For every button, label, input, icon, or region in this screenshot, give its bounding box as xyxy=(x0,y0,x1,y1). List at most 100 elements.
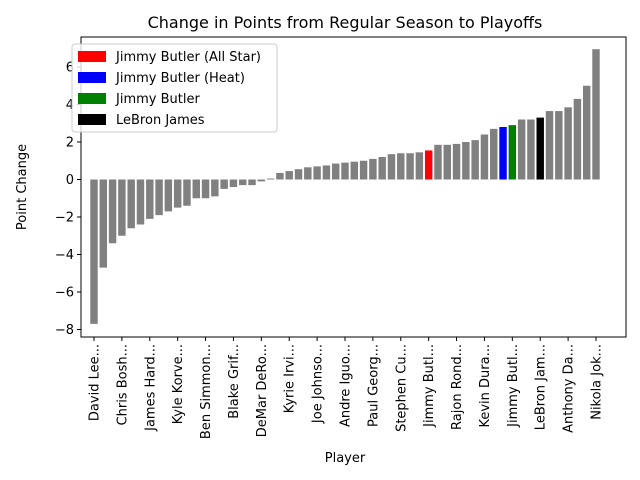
bar-51 xyxy=(564,107,572,180)
legend-label: Jimmy Butler (Heat) xyxy=(115,71,245,86)
bar-0 xyxy=(90,179,98,324)
x-tick-label: Stephen Cu... xyxy=(394,344,409,432)
bar-31 xyxy=(378,157,386,180)
legend-label: Jimmy Butler (All Star) xyxy=(115,50,261,65)
bar-25 xyxy=(322,165,331,180)
x-tick-label: Nikola Jok... xyxy=(590,344,605,420)
y-tick-label: 6 xyxy=(66,61,74,76)
bar-1 xyxy=(99,179,108,268)
bar-10 xyxy=(183,179,191,206)
bar-45 xyxy=(508,125,517,180)
x-tick-label: Anthony Da... xyxy=(562,344,577,433)
bar-9 xyxy=(173,179,182,208)
x-tick-label: Ben Simmon... xyxy=(199,344,214,439)
bar-6 xyxy=(146,179,154,219)
bar-32 xyxy=(387,154,396,180)
bar-2 xyxy=(108,179,117,244)
legend-label: LeBron James xyxy=(116,113,205,128)
x-tick-label: Blake Grif... xyxy=(227,344,242,419)
x-axis-label: Player xyxy=(325,451,366,466)
bar-34 xyxy=(406,153,414,180)
bar-35 xyxy=(415,152,424,180)
legend: Jimmy Butler (All Star) Jimmy Butler (Hea… xyxy=(71,43,278,133)
bar-15 xyxy=(229,179,238,187)
legend-swatch xyxy=(78,51,106,62)
bar-7 xyxy=(155,179,163,216)
bars-group xyxy=(90,49,600,324)
x-tick-label: Rajon Rond... xyxy=(450,344,465,430)
y-axis-label: Point Change xyxy=(15,144,30,230)
bar-28 xyxy=(350,161,359,180)
bar-4 xyxy=(127,179,135,229)
bar-13 xyxy=(211,179,219,197)
x-tick-label: Kyrie Irvi... xyxy=(283,344,298,413)
x-tick-label: Kyle Korve... xyxy=(171,344,186,424)
bar-27 xyxy=(341,162,349,180)
bar-48 xyxy=(536,117,544,180)
bar-41 xyxy=(471,140,479,180)
x-tick-label: James Hard... xyxy=(143,344,158,432)
y-tick-label: −6 xyxy=(55,286,74,301)
bar-50 xyxy=(555,111,563,180)
legend-swatch xyxy=(78,114,106,125)
legend-swatch xyxy=(78,93,106,104)
y-tick-label: −8 xyxy=(55,323,74,338)
bar-40 xyxy=(462,142,470,180)
y-tick-label: 2 xyxy=(66,136,74,151)
x-tick-label: Joe Johnso... xyxy=(311,344,326,424)
bar-21 xyxy=(285,171,293,180)
legend-swatch xyxy=(78,72,106,83)
x-axis: David Lee... Chris Bosh... James Hard... Ky… xyxy=(88,337,605,439)
bar-36 xyxy=(424,150,433,180)
bar-12 xyxy=(201,179,210,199)
bar-24 xyxy=(313,166,321,180)
bar-46 xyxy=(517,119,526,180)
bar-8 xyxy=(164,179,173,212)
x-tick-label: Andre Iguo... xyxy=(339,344,354,427)
x-tick-label: Kevin Dura... xyxy=(478,344,493,428)
y-tick-label: −4 xyxy=(55,248,74,263)
bar-18 xyxy=(257,179,266,182)
bar-39 xyxy=(452,143,461,180)
bar-19 xyxy=(266,178,275,180)
bar-29 xyxy=(359,160,368,180)
bar-23 xyxy=(304,167,312,180)
bar-43 xyxy=(490,128,498,180)
x-tick-label: LeBron Jam... xyxy=(534,344,549,430)
x-tick-label: David Lee... xyxy=(88,344,103,421)
chart-title: Change in Points from Regular Season to … xyxy=(148,13,543,32)
bar-3 xyxy=(118,179,126,236)
x-tick-label: Jimmy Butl... xyxy=(422,344,437,428)
x-tick-label: Chris Bosh... xyxy=(115,344,130,425)
bar-49 xyxy=(545,111,554,180)
x-tick-label: DeMar DeRo... xyxy=(255,344,270,437)
bar-26 xyxy=(331,163,340,180)
bar-42 xyxy=(480,134,489,180)
plot-frame xyxy=(80,36,627,338)
y-axis: −8 −6 −4 −2 0 2 4 6 xyxy=(55,61,81,338)
y-tick-label: 4 xyxy=(66,98,74,113)
y-tick-label: −2 xyxy=(55,211,74,226)
bar-53 xyxy=(582,85,591,180)
bar-14 xyxy=(220,179,228,189)
bar-20 xyxy=(276,172,284,180)
bar-5 xyxy=(136,179,145,225)
legend-label: Jimmy Butler xyxy=(115,92,200,107)
bar-30 xyxy=(369,158,377,180)
bar-17 xyxy=(248,179,256,186)
y-tick-label: 0 xyxy=(66,173,74,188)
x-tick-label: Jimmy Butl... xyxy=(506,344,521,428)
bar-11 xyxy=(192,179,200,199)
bar-22 xyxy=(294,169,303,180)
bar-44 xyxy=(499,127,507,180)
bar-47 xyxy=(527,119,535,180)
bar-37 xyxy=(434,144,442,180)
bar-52 xyxy=(573,98,582,180)
bar-16 xyxy=(239,179,247,186)
x-tick-label: Paul Georg... xyxy=(366,344,381,427)
bar-33 xyxy=(397,153,405,180)
legend-box xyxy=(71,43,278,133)
bar-54 xyxy=(592,49,600,180)
bar-38 xyxy=(443,144,451,180)
